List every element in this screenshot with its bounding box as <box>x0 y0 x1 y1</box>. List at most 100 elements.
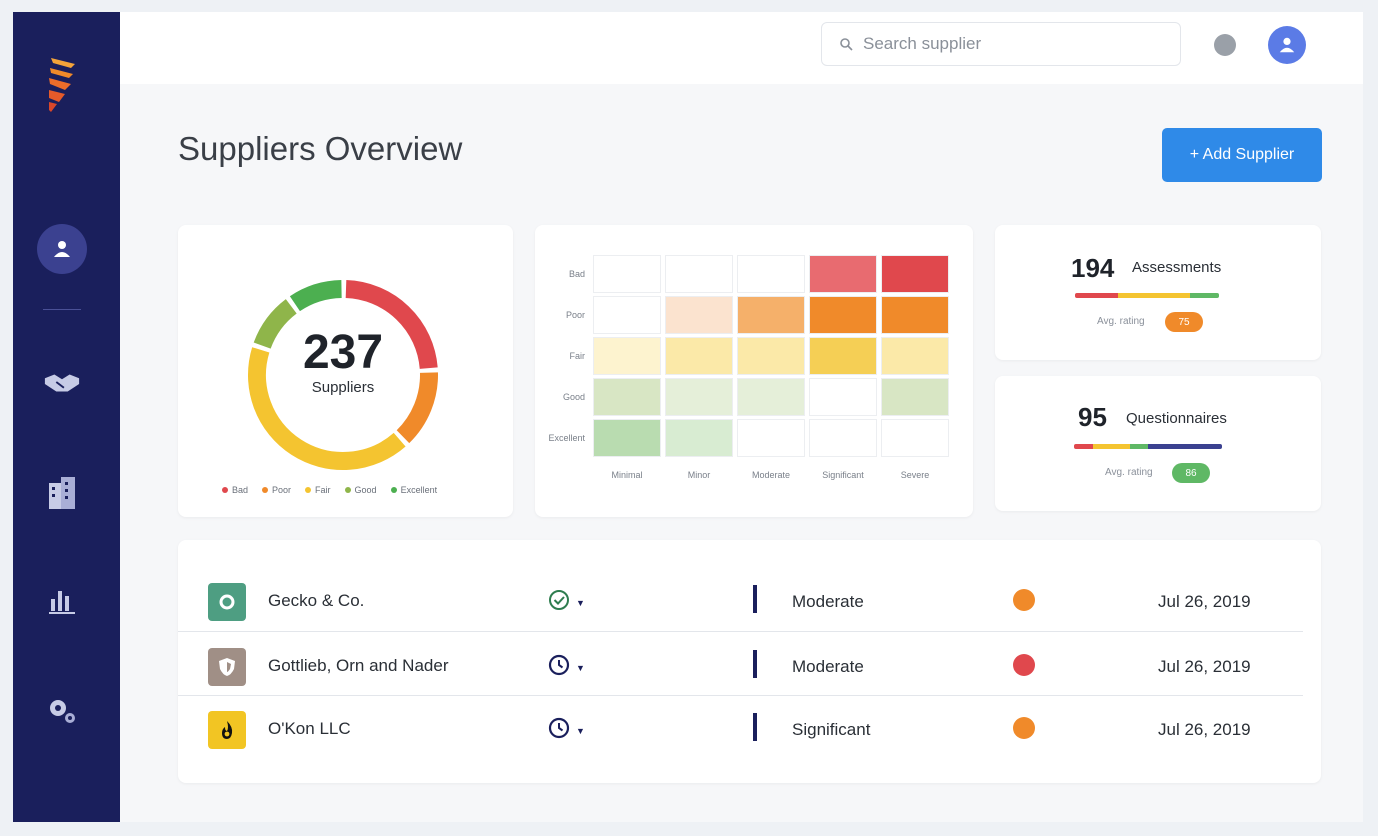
donut-label: Suppliers <box>311 379 375 396</box>
row-divider <box>178 695 1303 696</box>
heatmap-cell[interactable] <box>881 337 949 375</box>
risk-level-bar <box>753 650 757 678</box>
status-dropdown[interactable]: ▼ <box>548 717 585 744</box>
brand-logo-icon[interactable] <box>45 54 81 114</box>
donut-slice-bad <box>345 280 438 370</box>
building-icon <box>49 477 75 509</box>
status-dropdown[interactable]: ▼ <box>548 589 585 616</box>
supplier-name[interactable]: Gottlieb, Orn and Nader <box>268 656 449 675</box>
gear-icon <box>50 700 75 723</box>
heatmap-cell[interactable] <box>665 296 733 334</box>
bar-chart-icon <box>49 591 75 614</box>
heatmap-row-label: Poor <box>565 310 585 320</box>
shield-icon <box>208 648 246 686</box>
heatmap-cell[interactable] <box>881 378 949 416</box>
donut-slice-fair <box>248 347 406 470</box>
heatmap-cell[interactable] <box>593 378 661 416</box>
handshake-icon <box>44 374 80 392</box>
questionnaires-count: 95 <box>1078 402 1107 432</box>
heatmap-cell[interactable] <box>737 419 805 457</box>
row-date: Jul 26, 2019 <box>1158 592 1251 611</box>
heatmap-cell[interactable] <box>593 296 661 334</box>
supplier-name[interactable]: O'Kon LLC <box>268 719 351 738</box>
heatmap-cell[interactable] <box>593 255 661 293</box>
heatmap-cell[interactable] <box>809 337 877 375</box>
heatmap-cell[interactable] <box>881 419 949 457</box>
heatmap-column-label: Moderate <box>751 470 791 480</box>
sidebar-item-settings[interactable] <box>43 692 81 730</box>
heatmap-cell[interactable] <box>881 296 949 334</box>
page-title: Suppliers Overview <box>178 130 463 167</box>
questionnaires-avg-badge: 86 <box>1172 463 1210 483</box>
sidebar-item-suppliers[interactable] <box>37 224 87 274</box>
supplier-rating-donut <box>248 280 438 470</box>
risk-heatmap-card: Bad Poor Fair Good Excellent Minimal Minor Mode… <box>535 225 973 517</box>
heatmap-row-label: Excellent <box>548 433 585 443</box>
questionnaires-label: Questionnaires <box>1126 410 1227 427</box>
assessments-card: 194 Assessments Avg. rating 75 <box>995 225 1321 360</box>
risk-level-bar <box>753 713 757 741</box>
add-supplier-button[interactable]: + Add Supplier <box>1162 128 1322 182</box>
assessments-count: 194 <box>1071 253 1115 283</box>
sidebar-item-analytics[interactable] <box>43 582 81 620</box>
row-date: Jul 26, 2019 <box>1158 657 1251 676</box>
legend-label: Fair <box>315 485 331 495</box>
sidebar-item-companies[interactable] <box>43 474 81 512</box>
risk-level-label: Moderate <box>792 657 864 676</box>
clock-icon <box>548 654 570 681</box>
legend-item-excellent: Excellent <box>390 485 438 495</box>
status-dropdown[interactable]: ▼ <box>548 654 585 681</box>
risk-level-label: Moderate <box>792 592 864 611</box>
heatmap-cell[interactable] <box>809 378 877 416</box>
heatmap-cell[interactable] <box>665 378 733 416</box>
heatmap-cell[interactable] <box>737 255 805 293</box>
risk-level-label: Significant <box>792 720 871 739</box>
heatmap-cell[interactable] <box>665 255 733 293</box>
heatmap-cell[interactable] <box>809 296 877 334</box>
table-row[interactable]: Gecko & Co. ▼ Moderate Jul 26, 2019 <box>178 567 1303 631</box>
questionnaires-avg-label: Avg. rating <box>1105 467 1153 478</box>
avatar[interactable] <box>1268 26 1306 64</box>
legend-swatch <box>222 487 228 493</box>
assessments-avg-badge: 75 <box>1165 312 1203 332</box>
donut-total: 237 <box>302 326 384 379</box>
legend-label: Excellent <box>400 485 438 495</box>
heatmap-cell[interactable] <box>809 419 877 457</box>
sidebar-divider <box>43 309 81 310</box>
chevron-down-icon: ▼ <box>576 725 585 736</box>
heatmap-cell[interactable] <box>809 255 877 293</box>
heatmap-cell[interactable] <box>593 337 661 375</box>
risk-status-dot <box>1013 717 1035 739</box>
search-placeholder: Search supplier <box>863 34 982 53</box>
heatmap-cell[interactable] <box>665 419 733 457</box>
app-frame: Search supplier Suppliers Overview + Add… <box>13 12 1363 822</box>
heatmap-cell[interactable] <box>737 378 805 416</box>
table-row[interactable]: Gottlieb, Orn and Nader ▼ Moderate Jul 26, … <box>178 632 1303 696</box>
check-circle-icon <box>548 589 570 616</box>
legend-swatch <box>305 487 312 493</box>
ring-icon <box>208 583 246 621</box>
sidebar <box>13 12 120 822</box>
search-input[interactable]: Search supplier <box>821 22 1181 66</box>
clock-icon <box>548 717 570 744</box>
heatmap-cell[interactable] <box>737 337 805 375</box>
legend-item-fair: Fair <box>305 485 331 495</box>
heatmap-cell[interactable] <box>665 337 733 375</box>
sidebar-item-partners[interactable] <box>43 364 81 402</box>
legend-label: Good <box>354 485 377 495</box>
supplier-name[interactable]: Gecko & Co. <box>268 591 365 610</box>
donut-center: 237 Suppliers <box>278 326 408 397</box>
notification-icon[interactable] <box>1214 34 1236 56</box>
table-row[interactable]: O'Kon LLC ▼ Significant Jul 26, 2019 <box>178 695 1303 759</box>
legend-label: Bad <box>232 485 249 495</box>
heatmap-column-label: Significant <box>822 470 864 480</box>
heatmap-cell[interactable] <box>593 419 661 457</box>
heatmap-cell[interactable] <box>737 296 805 334</box>
heatmap-cell[interactable] <box>881 255 949 293</box>
flame-icon <box>208 711 246 749</box>
legend-swatch <box>262 487 269 493</box>
user-icon <box>54 241 70 257</box>
user-avatar-icon <box>1279 37 1295 53</box>
supplier-table-card <box>178 540 1321 783</box>
search-icon <box>840 37 853 51</box>
